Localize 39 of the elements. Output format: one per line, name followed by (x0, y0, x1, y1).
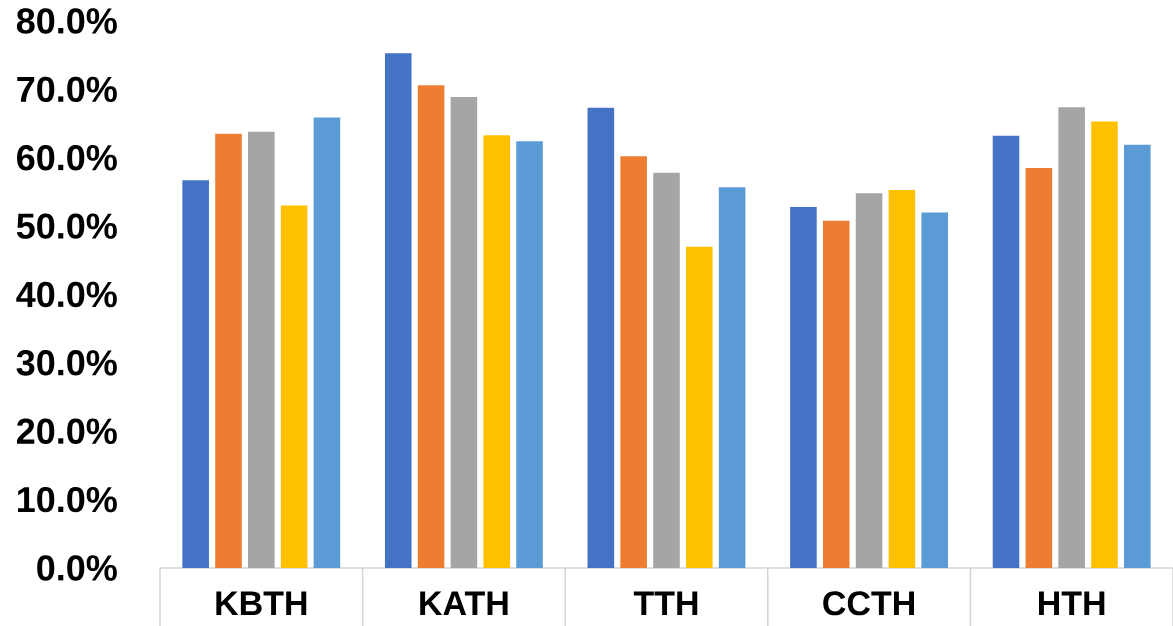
bar (587, 107, 615, 568)
x-tick-label: HTH (1038, 591, 1105, 615)
bar (822, 220, 850, 568)
bar (215, 133, 242, 568)
x-tick-label: KBTH (216, 591, 307, 615)
y-tick-label: 60.0% (17, 145, 117, 171)
y-tick-label: 10.0% (18, 486, 117, 513)
bar (450, 96, 478, 568)
y-tick-label: 50.0% (16, 213, 117, 239)
y-tick-label: 20.0% (16, 418, 117, 444)
bar (384, 53, 412, 568)
x-tick-label: KATH (420, 591, 508, 615)
bar (483, 135, 510, 568)
bar (686, 246, 713, 568)
bar (1025, 168, 1053, 568)
bar (1124, 144, 1151, 568)
bar (1058, 107, 1085, 568)
bar (855, 193, 883, 568)
bar (992, 135, 1020, 568)
x-tick-label: CCTH (823, 591, 914, 616)
bar (1091, 121, 1118, 568)
y-tick-label: 0.0% (37, 555, 117, 581)
y-tick-label: 30.0% (16, 350, 117, 376)
bar (790, 206, 817, 568)
y-tick-label: 70.0% (17, 76, 117, 103)
x-tick-label: TTH (633, 591, 698, 615)
bar (653, 172, 680, 568)
bar (248, 131, 275, 568)
bar (313, 117, 341, 568)
bar (417, 85, 445, 568)
bar (182, 180, 209, 568)
y-tick-label: 80.0% (16, 8, 117, 34)
bar (516, 141, 543, 568)
y-tick-label: 40.0% (16, 281, 117, 308)
bar (921, 212, 948, 568)
bar (620, 156, 647, 568)
bar (888, 189, 916, 568)
bar (280, 205, 308, 568)
bar (718, 187, 746, 568)
